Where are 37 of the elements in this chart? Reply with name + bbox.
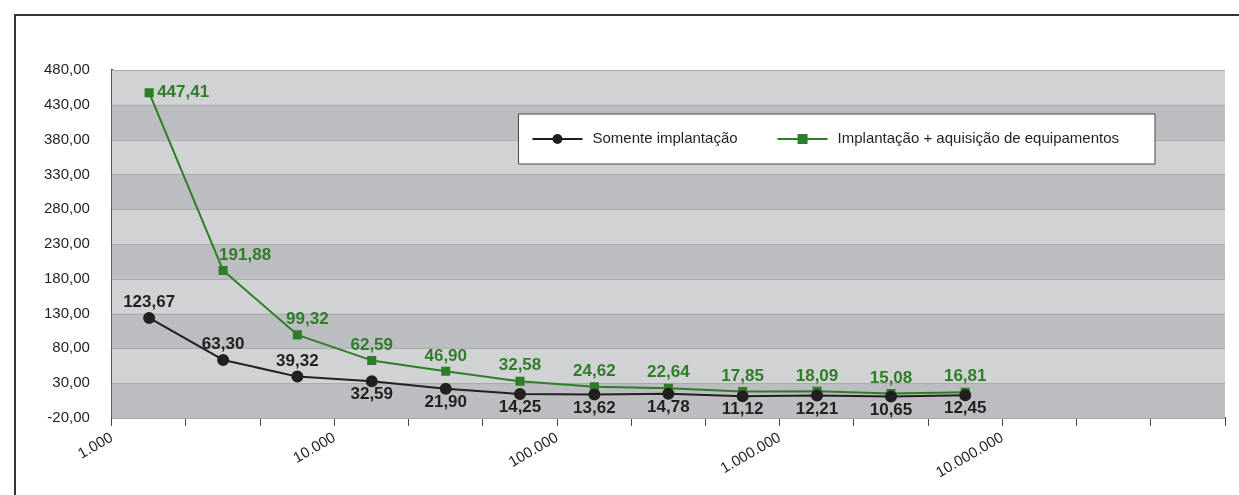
data-label: 13,62 bbox=[573, 397, 616, 417]
y-tick-label: 330,00 bbox=[43, 164, 90, 182]
data-label: 24,62 bbox=[573, 361, 616, 381]
y-tick-label: 480,00 bbox=[43, 60, 90, 78]
data-label: 12,21 bbox=[795, 398, 839, 418]
data-label: 18,09 bbox=[795, 365, 839, 385]
data-label: 32,59 bbox=[350, 384, 394, 404]
data-label: 123,67 bbox=[123, 292, 176, 312]
data-label: 22,64 bbox=[647, 362, 691, 382]
y-tick-label: 180,00 bbox=[43, 268, 90, 286]
data-label: 32,58 bbox=[498, 355, 542, 375]
data-label: 99,32 bbox=[286, 309, 329, 329]
y-tick-label: 130,00 bbox=[43, 303, 90, 321]
data-label: 15,08 bbox=[869, 367, 913, 387]
data-label: 46,90 bbox=[424, 345, 468, 365]
y-tick-label: 430,00 bbox=[43, 94, 90, 112]
y-tick-label: 280,00 bbox=[43, 199, 90, 217]
data-label: 10,65 bbox=[869, 399, 913, 419]
y-tick-label: 380,00 bbox=[43, 129, 90, 147]
data-label: 62,59 bbox=[350, 334, 394, 354]
data-label: 14,25 bbox=[498, 397, 542, 417]
y-tick-label: 30,00 bbox=[52, 373, 90, 391]
data-label: 21,90 bbox=[424, 391, 468, 411]
legend-label: Somente implantação bbox=[592, 129, 738, 147]
data-label: 12,45 bbox=[943, 398, 987, 418]
data-label: 447,41 bbox=[157, 82, 210, 102]
data-label: 17,85 bbox=[721, 365, 764, 385]
y-tick-label: 230,00 bbox=[43, 234, 90, 252]
data-label: 11,12 bbox=[721, 399, 764, 419]
data-label: 191,88 bbox=[219, 244, 272, 264]
data-label: 16,81 bbox=[943, 366, 987, 386]
data-label: 39,32 bbox=[276, 350, 319, 370]
y-tick-label: 80,00 bbox=[52, 338, 90, 356]
data-label: 14,78 bbox=[647, 396, 690, 416]
data-label: 63,30 bbox=[201, 334, 245, 354]
y-tick-label: -20,00 bbox=[47, 408, 90, 426]
legend-label: Implantação + aquisição de equipamentos bbox=[837, 129, 1120, 147]
